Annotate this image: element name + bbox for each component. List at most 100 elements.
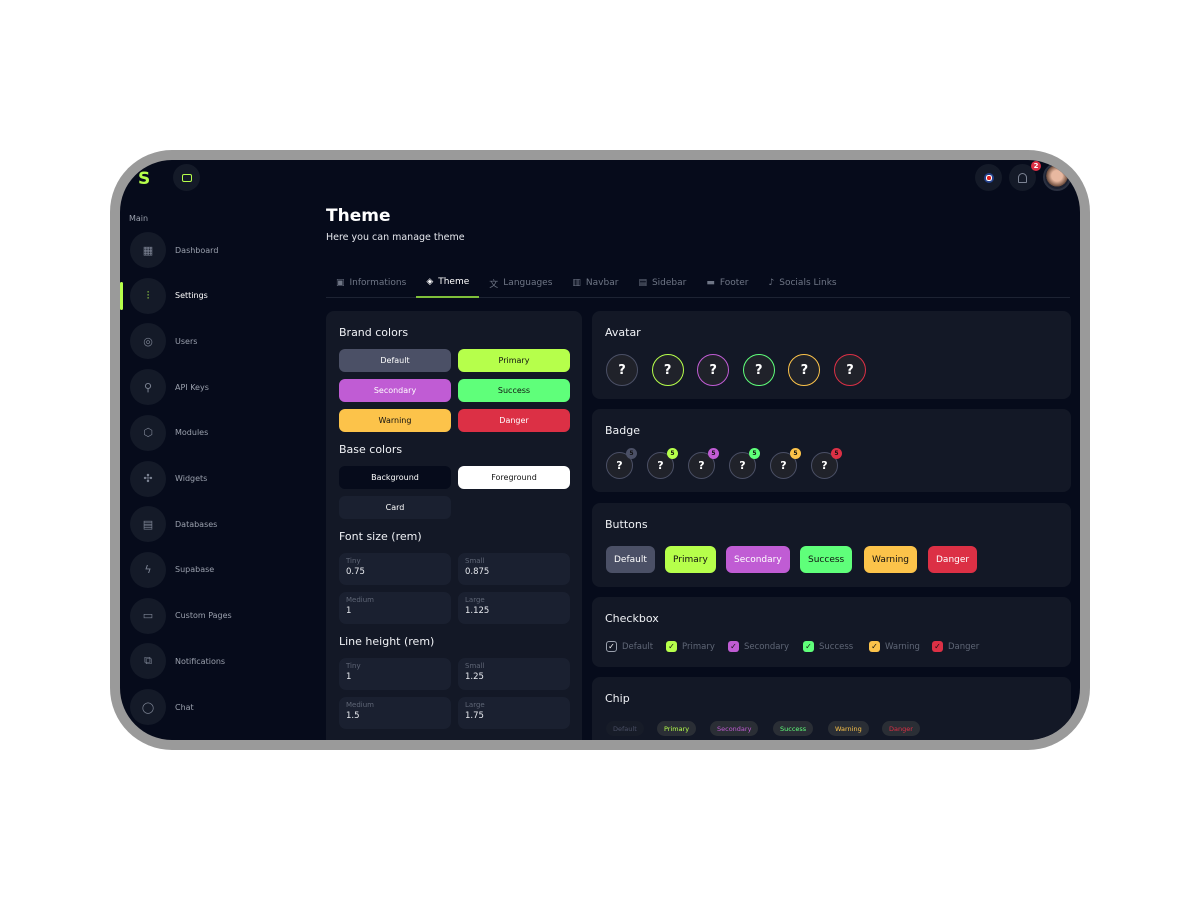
tab-informations[interactable]: ▣ Informations — [326, 268, 416, 298]
badge-avatar-secondary: ? 5 — [688, 448, 719, 479]
brand-color-success[interactable]: Success — [458, 379, 570, 402]
sidebar-item-databases[interactable]: ▤ Databases — [130, 506, 218, 543]
checkbox-warning[interactable]: ✓ Warning — [869, 641, 920, 652]
button-success[interactable]: Success — [800, 546, 853, 573]
avatar-primary: ? — [651, 354, 684, 386]
badge-avatar-warning: ? 5 — [770, 448, 801, 479]
sidebar-item-custom-pages[interactable]: ▭ Custom Pages — [130, 597, 232, 634]
checkbox-default[interactable]: ✓ Default — [606, 641, 653, 652]
sliders-icon: ⫶ — [130, 277, 166, 314]
user-avatar[interactable] — [1043, 163, 1071, 191]
avatar-default: ? — [606, 354, 638, 386]
field-label: Large — [465, 596, 485, 604]
tab-socials-links[interactable]: ♪ Socials Links — [759, 268, 847, 298]
checkbox-label: Secondary — [744, 641, 790, 652]
avatar-secondary: ? — [697, 354, 730, 386]
sidebar-item-modules[interactable]: ⬡ Modules — [130, 414, 208, 451]
tab-label: Footer — [719, 278, 749, 288]
tab-navbar[interactable]: ▥ Navbar — [562, 268, 628, 298]
chip-title: Chip — [605, 692, 630, 705]
sidebar-item-label: Widgets — [175, 474, 208, 483]
brand-color-default[interactable]: Default — [339, 349, 451, 372]
sidebar-item-users[interactable]: ◎ Users — [130, 323, 197, 360]
avatar-warning: ? — [788, 354, 821, 386]
font-field-tiny[interactable]: Tiny 0.75 — [339, 553, 451, 585]
sidebar-item-supabase[interactable]: ϟ Supabase — [130, 551, 214, 588]
notification-badge: 2 — [1031, 161, 1041, 171]
button-danger[interactable]: Danger — [928, 546, 978, 573]
base-color-card[interactable]: Card — [339, 496, 451, 519]
line-field-small[interactable]: Small 1.25 — [458, 658, 570, 690]
field-value: 1 — [346, 672, 352, 682]
sidebar-item-label: Custom Pages — [175, 611, 232, 621]
buttons-card: Buttons Default Primary Secondary Success War… — [592, 503, 1071, 587]
tab-label: Theme — [438, 277, 470, 287]
base-color-background[interactable]: Background — [339, 466, 451, 489]
badge-avatar-primary: ? 5 — [647, 448, 678, 479]
field-value: 1 — [346, 606, 352, 616]
chat-icon: ◯ — [130, 689, 166, 725]
button-warning[interactable]: Warning — [864, 546, 918, 573]
sidebar-item-label: Databases — [175, 519, 218, 529]
chip-default: Default — [606, 721, 644, 736]
checkbox-card: Checkbox ✓ Default ✓ Primary ✓ Secondary ✓ Succe… — [592, 597, 1071, 667]
bell-icon — [1018, 172, 1027, 183]
tab-theme[interactable]: ◈ Theme — [416, 268, 480, 298]
database-icon: ▤ — [130, 506, 166, 543]
users-icon: ◎ — [130, 323, 166, 360]
checkbox-label: Default — [622, 641, 654, 652]
line-field-large[interactable]: Large 1.75 — [458, 697, 570, 729]
tab-label: Informations — [349, 278, 407, 288]
brand-color-warning[interactable]: Warning — [339, 409, 451, 432]
tab-icon: ♪ — [768, 278, 775, 288]
field-label: Small — [465, 557, 485, 565]
check-icon: ✓ — [606, 641, 617, 652]
sidebar-item-chat[interactable]: ◯ Chat — [130, 689, 194, 725]
tab-label: Socials Links — [779, 278, 837, 288]
tab-icon: 文 — [489, 279, 499, 290]
chip-secondary: Secondary — [710, 721, 759, 736]
bolt-icon: ϟ — [130, 551, 166, 588]
tab-icon: ▣ — [336, 278, 345, 288]
app-screen: S 2 Main Theme Here you can manage theme… — [120, 160, 1080, 740]
font-field-medium[interactable]: Medium 1 — [339, 592, 451, 624]
avatar-title: Avatar — [605, 326, 641, 339]
device-frame: S 2 Main Theme Here you can manage theme… — [110, 150, 1090, 750]
line-field-tiny[interactable]: Tiny 1 — [339, 658, 451, 690]
base-color-foreground[interactable]: Foreground — [458, 466, 570, 489]
active-indicator — [120, 282, 123, 310]
field-value: 1.75 — [465, 711, 484, 721]
tab-sidebar[interactable]: ▤ Sidebar — [628, 268, 696, 298]
sidebar-item-widgets[interactable]: ✣ Widgets — [130, 460, 208, 497]
button-secondary[interactable]: Secondary — [726, 546, 790, 573]
sidebar-item-dashboard[interactable]: ▦ Dashboard — [130, 232, 218, 268]
tab-label: Navbar — [585, 278, 619, 288]
notification-icon: ⧉ — [130, 643, 166, 680]
badge-count: 5 — [626, 448, 637, 459]
sidebar-item-api-keys[interactable]: ⚲ API Keys — [130, 369, 209, 406]
checkbox-secondary[interactable]: ✓ Secondary — [728, 641, 789, 652]
brand-color-danger[interactable]: Danger — [458, 409, 570, 432]
checkbox-success[interactable]: ✓ Success — [803, 641, 853, 652]
check-icon: ✓ — [932, 641, 943, 652]
checkbox-primary[interactable]: ✓ Primary — [666, 641, 715, 652]
brand-colors-title: Brand colors — [339, 326, 409, 339]
button-default[interactable]: Default — [606, 546, 655, 573]
checkbox-danger[interactable]: ✓ Danger — [932, 641, 979, 652]
sidebar-item-settings[interactable]: ⫶ Settings — [130, 277, 208, 314]
tab-languages[interactable]: 文 Languages — [479, 268, 562, 298]
font-field-large[interactable]: Large 1.125 — [458, 592, 570, 624]
tab-icon: ◈ — [426, 277, 434, 287]
brand-color-secondary[interactable]: Secondary — [339, 379, 451, 402]
sidebar-item-notifications[interactable]: ⧉ Notifications — [130, 643, 225, 680]
line-field-medium[interactable]: Medium 1.5 — [339, 697, 451, 729]
tab-footer[interactable]: ▬ Footer — [696, 268, 758, 298]
brand-color-primary[interactable]: Primary — [458, 349, 570, 372]
avatar-glyph: ? — [657, 459, 664, 472]
font-field-small[interactable]: Small 0.875 — [458, 553, 570, 585]
badge-title: Badge — [605, 424, 641, 437]
button-primary[interactable]: Primary — [665, 546, 716, 573]
font-title: Font size (rem) — [339, 530, 422, 543]
language-button[interactable] — [975, 164, 1002, 191]
toggle-sidebar-button[interactable] — [173, 164, 200, 191]
